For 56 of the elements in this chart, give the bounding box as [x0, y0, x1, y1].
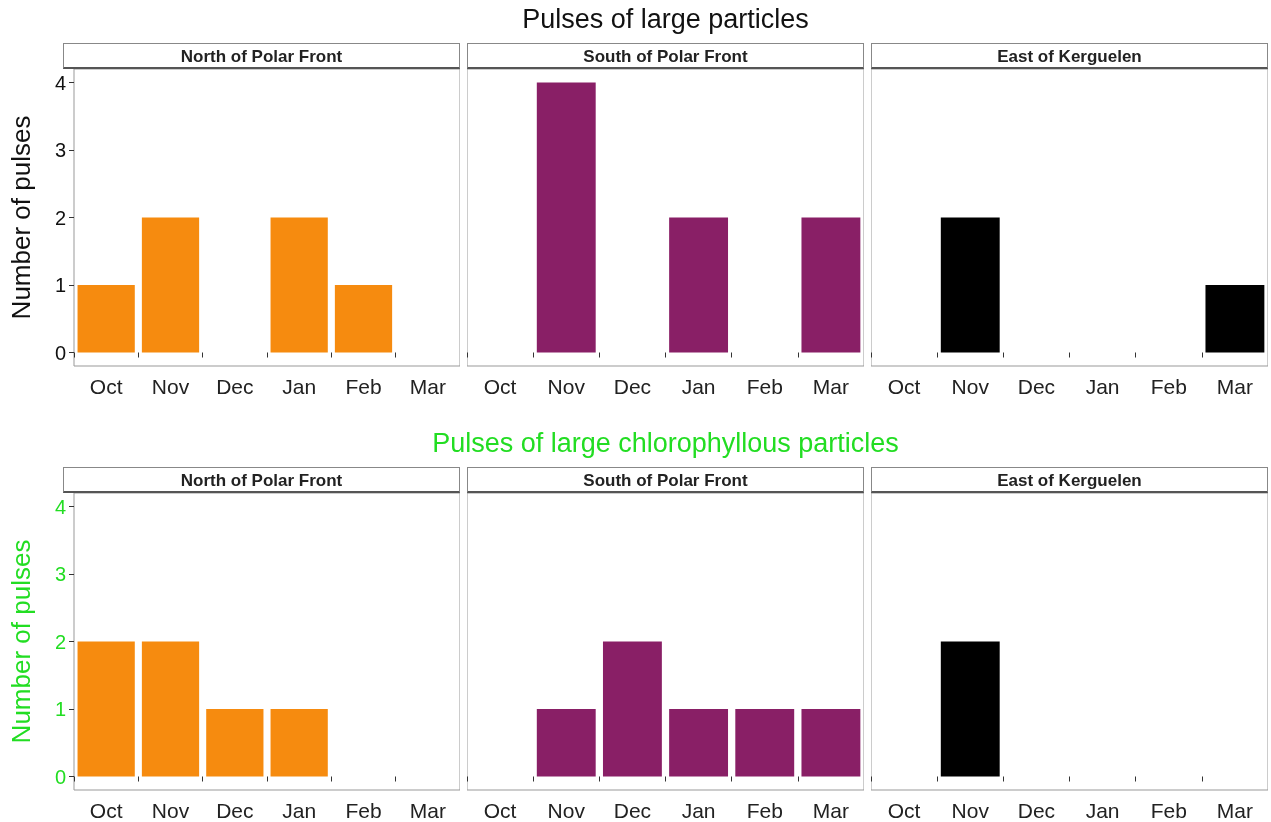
y-tick-label: 4 [54, 71, 66, 94]
x-tick-label: Jan [1085, 799, 1120, 822]
y-axis-title: Number of pulses [6, 115, 36, 320]
x-tick-label: Jan [681, 799, 716, 822]
chart-title: Pulses of large particles [521, 4, 810, 35]
chart-subtitle: South of Polar Front [467, 467, 864, 493]
x-tick-label: Oct [887, 375, 921, 398]
chart-subtitle: East of Kerguelen [871, 43, 1268, 69]
x-tick-label: Nov [151, 375, 190, 398]
x-tick-label: Jan [681, 375, 716, 398]
x-tick-label: Jan [282, 799, 317, 822]
y-tick-label: 3 [54, 563, 66, 585]
x-tick-label: Oct [483, 799, 517, 822]
x-tick-label: Jan [282, 375, 317, 398]
y-tick-label: 0 [54, 341, 66, 364]
chart-subtitle: South of Polar Front [467, 43, 864, 69]
x-tick-label: Oct [89, 799, 123, 822]
x-tick-label: Feb [345, 375, 382, 398]
chart-subtitle: North of Polar Front [63, 467, 460, 493]
chart-subtitle: North of Polar Front [63, 43, 460, 69]
x-tick-label: Feb [1150, 375, 1187, 398]
x-tick-label: Oct [89, 375, 123, 398]
x-tick-label: Dec [613, 799, 652, 822]
y-tick-label: 1 [54, 274, 66, 296]
x-tick-label: Oct [887, 799, 921, 822]
x-tick-label: Jan [1085, 375, 1120, 398]
y-tick-label: 2 [54, 206, 66, 229]
x-tick-label: Oct [483, 375, 517, 398]
x-tick-label: Mar [409, 375, 446, 398]
x-tick-label: Feb [746, 375, 783, 398]
y-tick-label: 0 [54, 765, 66, 788]
x-tick-label: Nov [547, 375, 586, 398]
x-tick-label: Nov [951, 799, 990, 822]
y-tick-label: 1 [54, 698, 66, 720]
chart-subtitle: East of Kerguelen [871, 467, 1268, 493]
x-tick-label: Feb [746, 799, 783, 822]
y-tick-label: 2 [54, 630, 66, 653]
y-axis-title: Number of pulses [6, 539, 36, 744]
x-tick-label: Dec [216, 375, 254, 398]
x-tick-label: Mar [1216, 799, 1253, 822]
x-tick-label: Dec [1017, 799, 1056, 822]
x-tick-label: Nov [951, 375, 990, 398]
x-tick-label: Nov [151, 799, 190, 822]
x-tick-label: Dec [613, 375, 652, 398]
y-tick-label: 3 [54, 139, 66, 161]
x-tick-label: Mar [409, 799, 446, 822]
x-tick-label: Mar [1216, 375, 1253, 398]
x-tick-label: Dec [216, 799, 254, 822]
x-tick-label: Feb [345, 799, 382, 822]
x-tick-label: Mar [812, 799, 849, 822]
chart-title: Pulses of large chlorophyllous particles [431, 428, 900, 459]
y-tick-label: 4 [54, 495, 66, 518]
x-tick-label: Mar [812, 375, 849, 398]
x-tick-label: Feb [1150, 799, 1187, 822]
x-tick-label: Nov [547, 799, 586, 822]
x-tick-label: Dec [1017, 375, 1056, 398]
